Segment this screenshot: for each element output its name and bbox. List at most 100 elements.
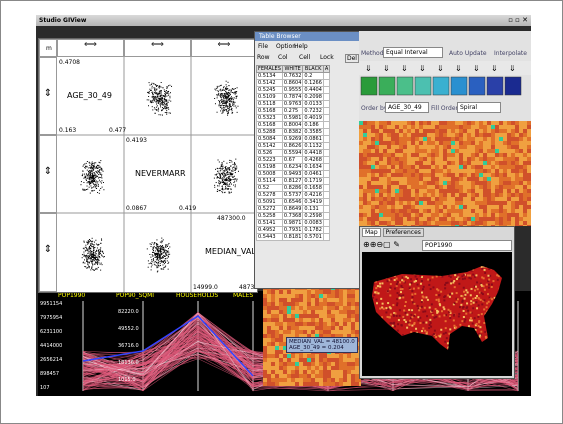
grid-cell	[355, 318, 359, 322]
menu-item[interactable]: Help	[294, 43, 308, 50]
grid-cell	[271, 314, 275, 318]
variable-dropdown[interactable]: POP1990	[422, 240, 512, 251]
grid-cell	[503, 177, 507, 181]
method-dropdown[interactable]: Equal Interval	[383, 47, 443, 58]
row-handle[interactable]: ⇕	[39, 135, 57, 213]
county	[483, 321, 486, 324]
tab[interactable]: Map	[362, 228, 381, 237]
toggle[interactable]: Col	[278, 54, 288, 61]
grid-cell	[467, 173, 471, 177]
point	[157, 260, 159, 262]
grid-cell	[459, 213, 463, 217]
column-handle[interactable]: ⟺	[57, 39, 124, 57]
grid-cell	[319, 354, 323, 358]
grid-cell	[275, 294, 279, 298]
grid-cell	[463, 149, 467, 153]
point	[88, 258, 90, 260]
point	[159, 255, 161, 257]
grid-cell	[343, 362, 347, 366]
grid-cell	[459, 201, 463, 205]
grid-cell	[459, 177, 463, 181]
grid-cell	[475, 141, 479, 145]
grid-cell	[439, 129, 443, 133]
point	[93, 248, 95, 250]
point	[166, 102, 168, 104]
grid-cell	[327, 378, 331, 382]
grid-cell	[403, 173, 407, 177]
checkbox-label[interactable]: Auto Update	[449, 50, 487, 57]
grid-cell	[295, 326, 299, 330]
point	[224, 103, 226, 105]
map-tools[interactable]: ⊕⊕⊖▢ ✎	[363, 240, 400, 249]
point	[89, 164, 91, 166]
point	[151, 87, 153, 89]
point	[91, 261, 93, 263]
grid-cell	[363, 137, 367, 141]
grid-cell	[283, 338, 287, 342]
grid-cell	[315, 298, 319, 302]
point	[149, 253, 151, 255]
county	[443, 308, 446, 311]
table-cell: 0.7931	[281, 226, 304, 234]
county	[439, 335, 442, 338]
grid-cell	[267, 382, 271, 386]
column-handle[interactable]: ⟺	[124, 39, 191, 57]
grid-cell	[411, 193, 415, 197]
point	[228, 191, 230, 193]
county	[470, 319, 473, 322]
grid-cell	[523, 153, 527, 157]
point	[162, 251, 164, 253]
grid-cell	[527, 201, 531, 205]
grid-cell	[371, 149, 375, 153]
swatch	[450, 76, 468, 96]
grid-cell	[291, 314, 295, 318]
point	[98, 176, 100, 178]
order-dropdown[interactable]: AGE_30_49	[385, 102, 429, 113]
grid-cell	[515, 173, 519, 177]
point	[164, 255, 166, 257]
grid-cell	[351, 370, 355, 374]
grid-cell	[427, 137, 431, 141]
point	[86, 177, 88, 179]
grid-cell	[351, 298, 355, 302]
grid-cell	[379, 181, 383, 185]
point	[154, 98, 156, 100]
toggle[interactable]: Lock	[320, 54, 334, 61]
point	[222, 109, 224, 111]
toggle[interactable]: Cell	[299, 54, 311, 61]
grid-cell	[307, 330, 311, 334]
grid-cell	[343, 310, 347, 314]
grid-cell	[411, 221, 415, 225]
grid-cell	[387, 169, 391, 173]
table-cell: 0.8382	[281, 128, 304, 136]
grid-cell	[515, 205, 519, 209]
column-handle[interactable]: ⟺	[191, 39, 257, 57]
grid-cell	[391, 149, 395, 153]
grid-cell	[467, 133, 471, 137]
row-handle[interactable]: ⇕	[39, 57, 57, 135]
toggle[interactable]: Row	[257, 54, 270, 61]
row-handle[interactable]: ⇕	[39, 213, 57, 292]
menu-item[interactable]: File	[258, 43, 269, 50]
tick-label: 107	[40, 385, 50, 391]
county	[410, 298, 413, 301]
grid-cell	[363, 181, 367, 185]
menu-item[interactable]: Option	[276, 43, 297, 50]
county	[450, 282, 453, 285]
grid-cell	[519, 205, 523, 209]
grid-cell	[451, 153, 455, 157]
checkbox-label[interactable]: Interpolate	[494, 50, 527, 57]
grid-cell	[347, 354, 351, 358]
fill-dropdown[interactable]: Spiral	[457, 102, 501, 113]
delete-button[interactable]: Del	[345, 54, 359, 63]
point	[150, 266, 152, 268]
tab[interactable]: Preferences	[382, 228, 424, 237]
grid-cell	[471, 193, 475, 197]
grid-cell	[523, 157, 527, 161]
grid-cell	[411, 145, 415, 149]
window-buttons[interactable]: ▫ ▫ ✕	[508, 16, 528, 24]
point	[159, 104, 161, 106]
point	[164, 249, 166, 251]
grid-cell	[431, 133, 435, 137]
